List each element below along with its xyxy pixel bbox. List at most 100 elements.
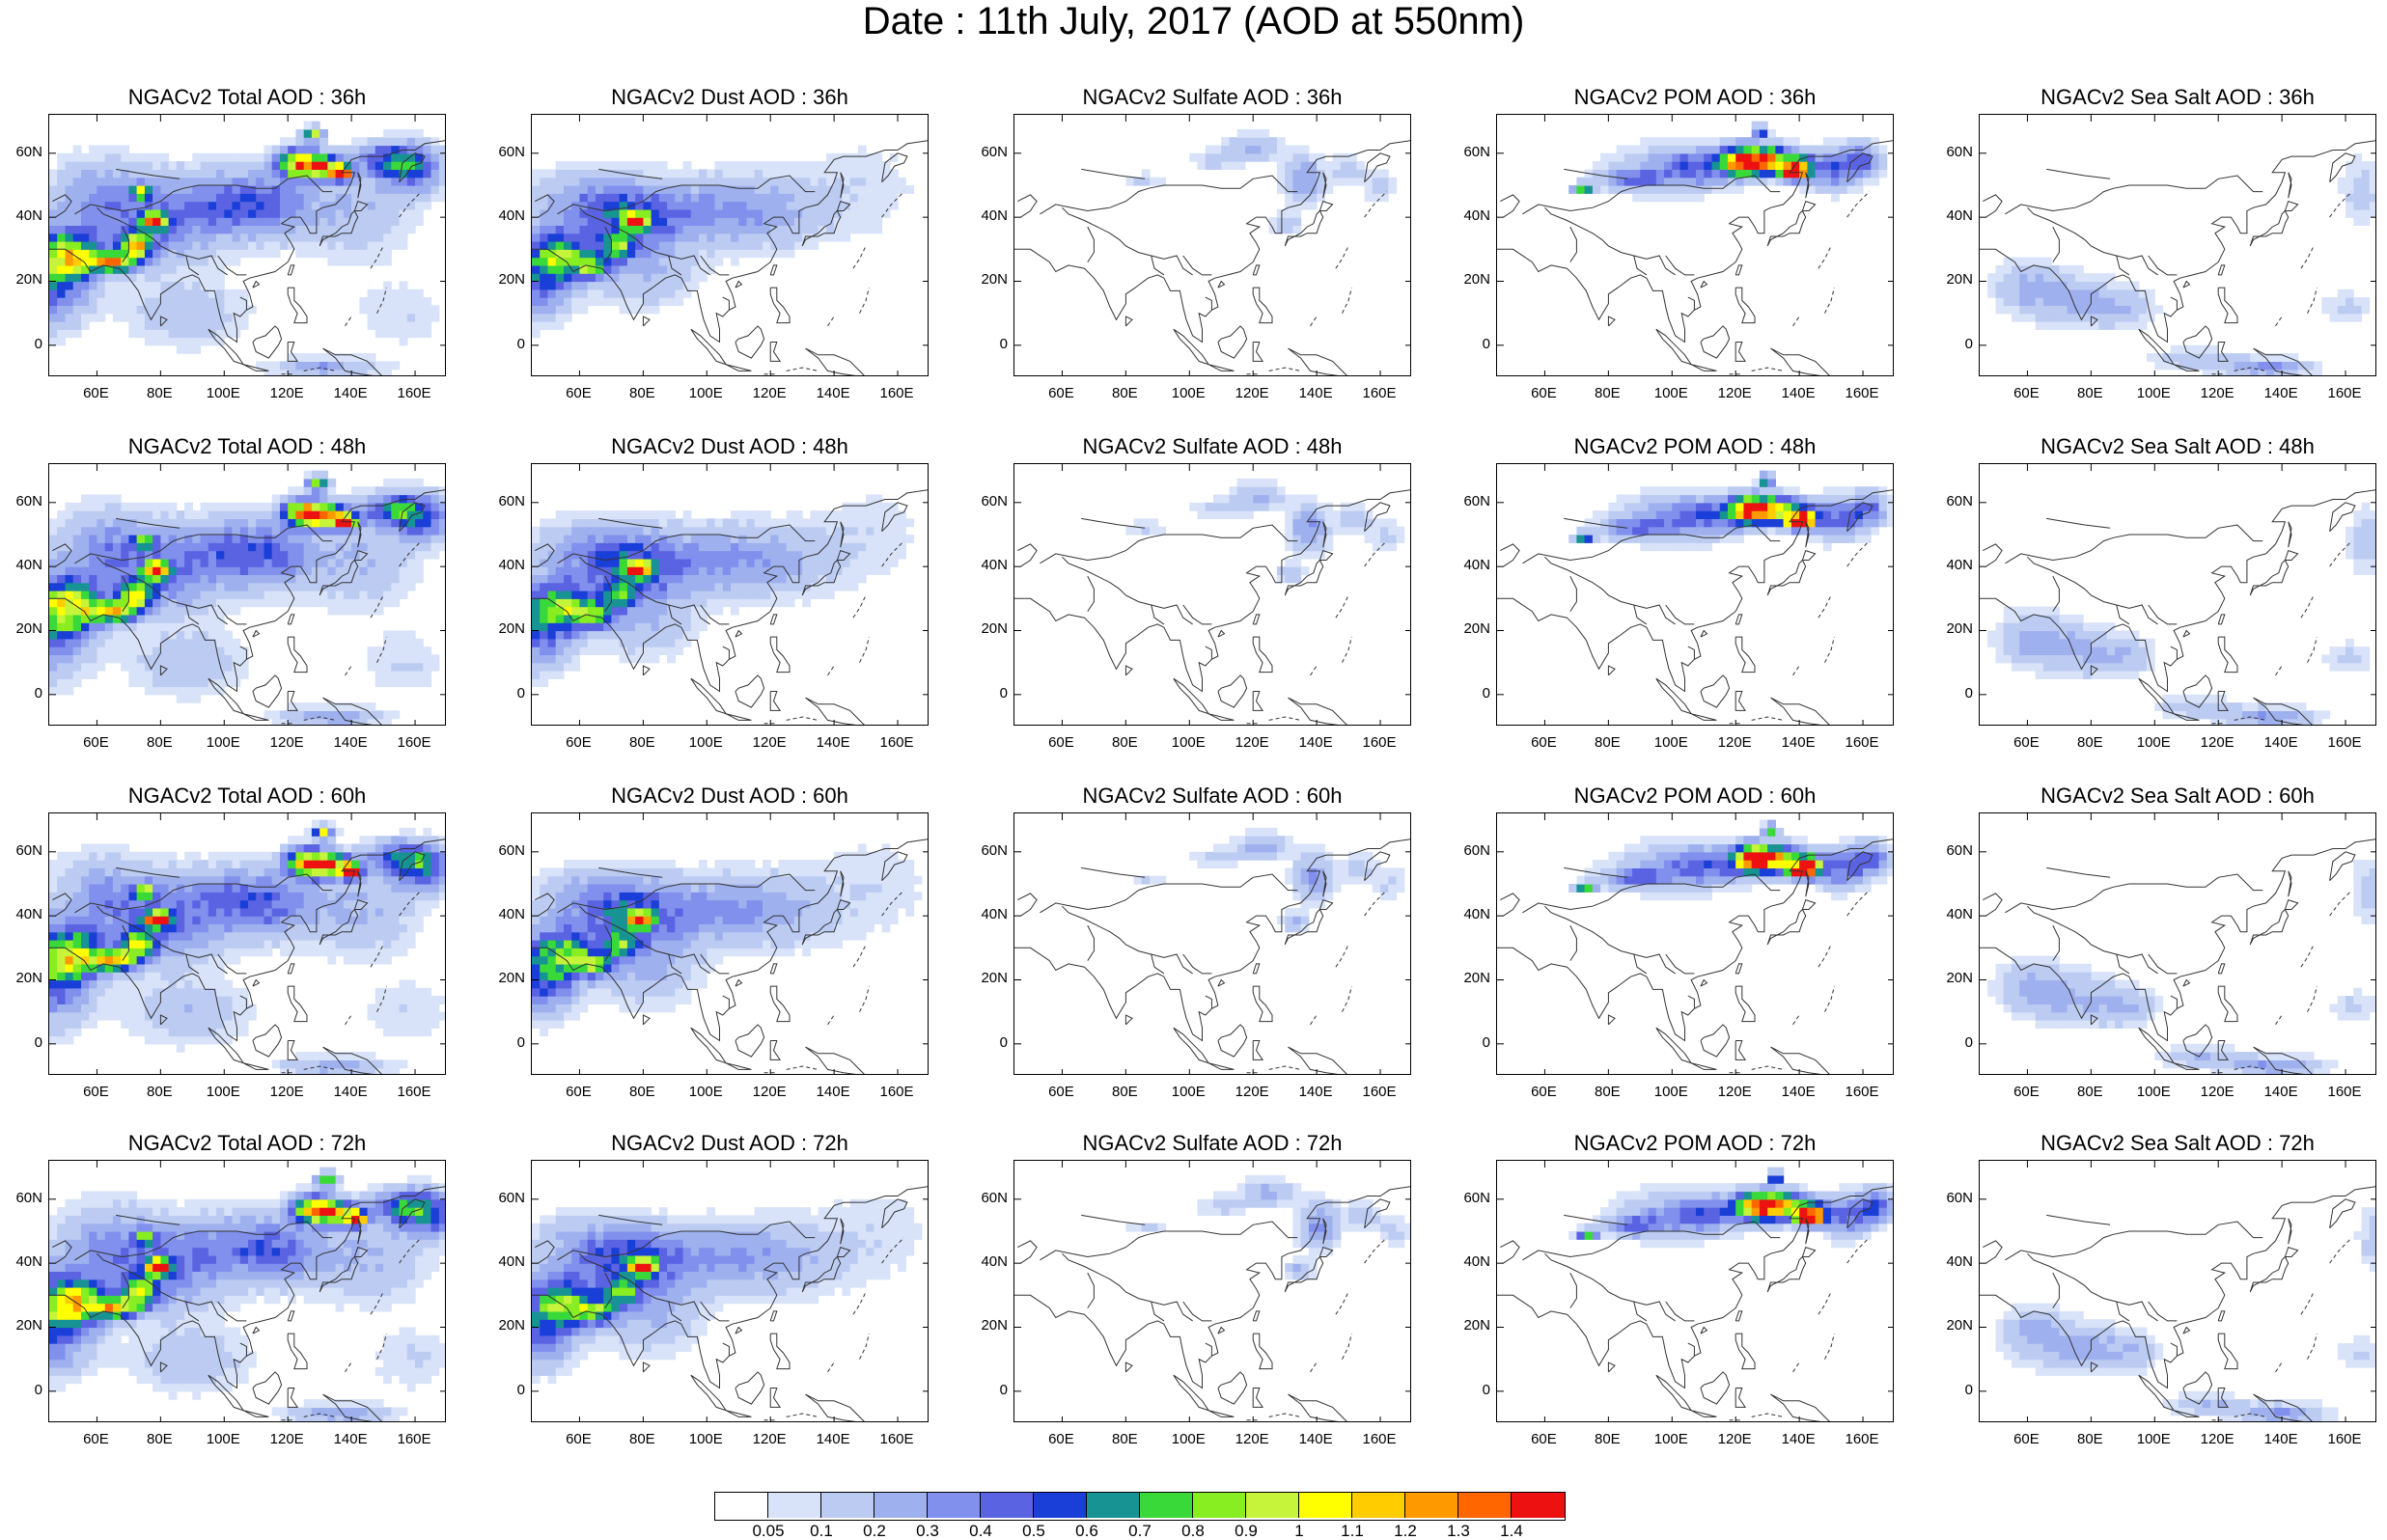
aod-cell: [391, 542, 401, 552]
aod-cell: [2123, 281, 2132, 290]
aod-cell: [351, 249, 360, 259]
coastline: [1735, 287, 1756, 324]
map-panel: NGACv2 Sea Salt AOD : 48h 60N 40N 20N 0 60E 80…: [1930, 434, 2387, 764]
y-tick-label: 20N: [981, 620, 1008, 638]
aod-cell: [160, 217, 170, 226]
aod-cell: [295, 353, 305, 362]
aod-cell: [603, 638, 612, 647]
aod-cell: [555, 510, 565, 519]
aod-cell: [1245, 128, 1254, 138]
y-tick-label: 20N: [15, 271, 42, 289]
aod-cell: [731, 526, 739, 536]
aod-cell: [1285, 208, 1293, 218]
aod-cell: [184, 169, 193, 179]
aod-cell: [415, 478, 424, 487]
aod-cell: [406, 526, 416, 536]
island-chain: [370, 245, 384, 269]
aod-cell: [626, 161, 636, 170]
aod-cell: [1743, 526, 1753, 536]
aod-cell: [399, 169, 408, 179]
aod-cell: [2059, 305, 2068, 315]
coastline: [1252, 287, 1273, 324]
aod-cell: [176, 630, 185, 640]
aod-cell: [89, 193, 97, 203]
aod-cell: [658, 249, 668, 259]
aod-cell: [1846, 486, 1856, 496]
aod-cell: [1854, 510, 1864, 519]
aod-cell: [571, 566, 580, 575]
aod-cell: [802, 558, 811, 567]
aod-cell: [603, 169, 612, 179]
aod-cell: [2027, 273, 2037, 283]
aod-cell: [303, 217, 313, 226]
aod-cell: [160, 630, 170, 640]
aod-cell: [825, 542, 835, 552]
aod-cell: [128, 169, 138, 179]
aod-cell: [81, 273, 90, 283]
x-tick-label: 60E: [566, 734, 592, 751]
x-tick-label: 160E: [397, 385, 431, 401]
aod-cell: [415, 494, 424, 504]
aod-cell: [626, 646, 636, 655]
aod-cell: [651, 177, 660, 186]
aod-cell: [160, 337, 170, 346]
aod-cell: [699, 614, 708, 623]
aod-cell: [889, 558, 899, 567]
aod-cell: [1253, 486, 1262, 496]
aod-cell: [81, 321, 90, 330]
aod-cell: [1655, 535, 1665, 543]
aod-cell: [1285, 526, 1293, 536]
aod-cell: [57, 241, 66, 250]
aod-cell: [136, 241, 146, 250]
aod-cell: [1229, 152, 1238, 162]
aod-cell: [423, 646, 432, 655]
island-chain: [303, 367, 336, 371]
aod-cell: [754, 598, 763, 608]
coastline: [881, 502, 908, 533]
aod-cell: [1308, 526, 1318, 536]
aod-cell: [707, 582, 716, 591]
aod-cell: [707, 574, 716, 584]
aod-cell: [144, 630, 153, 640]
aod-cell: [1871, 161, 1880, 170]
aod-cell: [2241, 369, 2251, 375]
aod-cell: [232, 152, 241, 162]
aod-cell: [121, 305, 129, 315]
aod-cell: [391, 710, 401, 720]
aod-cell: [626, 264, 636, 274]
aod-cell: [1655, 486, 1665, 496]
aod-cell: [619, 535, 628, 543]
aod-cell: [1815, 145, 1824, 154]
aod-cell: [97, 313, 106, 322]
aod-cell: [295, 502, 305, 511]
aod-cell: [351, 542, 360, 552]
aod-cell: [367, 313, 376, 322]
aod-cell: [626, 273, 636, 283]
aod-cell: [834, 574, 843, 584]
aod-cell: [699, 582, 708, 591]
aod-cell: [97, 145, 106, 154]
aod-cell: [1839, 161, 1848, 170]
aod-cell: [564, 591, 572, 599]
aod-cell: [2258, 369, 2267, 375]
aod-cell: [128, 249, 138, 259]
aod-cell: [2147, 289, 2155, 298]
aod-cell: [192, 630, 202, 640]
aod-cell: [72, 542, 82, 552]
aod-cell: [834, 542, 843, 552]
aod-cell: [643, 233, 652, 242]
aod-cell: [295, 369, 305, 375]
aod-cell: [256, 225, 264, 234]
aod-cell: [714, 542, 724, 552]
aod-cell: [327, 249, 337, 259]
aod-cell: [1292, 502, 1302, 511]
coastline: [1364, 152, 1391, 183]
island-chain: [881, 540, 904, 567]
aod-cell: [722, 161, 732, 170]
aod-cell: [532, 264, 541, 274]
island-chain: [859, 287, 870, 314]
aod-cell: [335, 201, 345, 210]
aod-cell: [288, 152, 296, 162]
aod-cell: [49, 217, 58, 226]
aod-cell: [722, 177, 732, 186]
